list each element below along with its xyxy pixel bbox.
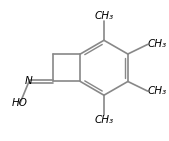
Text: CH₃: CH₃: [94, 115, 114, 125]
Text: CH₃: CH₃: [148, 86, 167, 96]
Text: N: N: [25, 76, 33, 86]
Text: HO: HO: [12, 98, 28, 108]
Text: CH₃: CH₃: [148, 39, 167, 49]
Text: CH₃: CH₃: [94, 11, 114, 21]
